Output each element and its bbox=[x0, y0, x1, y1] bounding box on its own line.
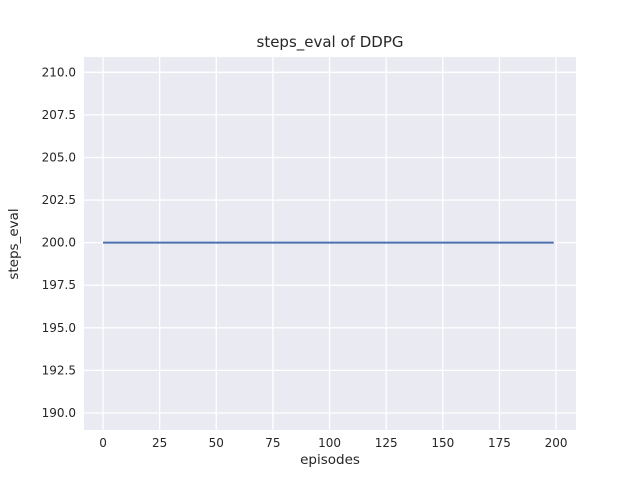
x-tick-label: 125 bbox=[375, 436, 398, 450]
y-tick-label: 210.0 bbox=[42, 65, 76, 79]
x-tick-label: 150 bbox=[431, 436, 454, 450]
y-tick-label: 197.5 bbox=[42, 278, 76, 292]
x-tick-label: 0 bbox=[99, 436, 107, 450]
x-tick-label: 50 bbox=[209, 436, 224, 450]
x-axis-label: episodes bbox=[300, 452, 360, 468]
y-tick-label: 195.0 bbox=[42, 321, 76, 335]
y-tick-label: 190.0 bbox=[42, 406, 76, 420]
y-tick-label: 200.0 bbox=[42, 236, 76, 250]
x-tick-label: 75 bbox=[265, 436, 280, 450]
x-tick-label: 100 bbox=[318, 436, 341, 450]
y-tick-label: 207.5 bbox=[42, 108, 76, 122]
y-tick-label: 205.0 bbox=[42, 150, 76, 164]
x-tick-label: 200 bbox=[545, 436, 568, 450]
x-tick-label: 175 bbox=[488, 436, 511, 450]
y-tick-label: 192.5 bbox=[42, 363, 76, 377]
x-tick-label: 25 bbox=[152, 436, 167, 450]
y-tick-label: 202.5 bbox=[42, 193, 76, 207]
chart-title: steps_eval of DDPG bbox=[256, 33, 404, 51]
